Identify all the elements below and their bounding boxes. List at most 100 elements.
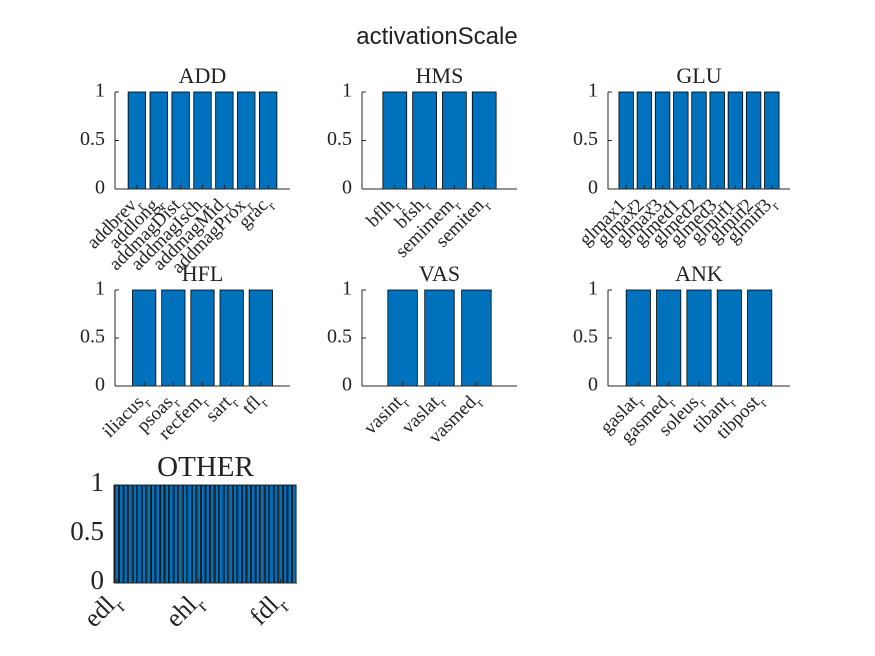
bar bbox=[114, 484, 119, 584]
bar bbox=[164, 484, 170, 584]
bar bbox=[251, 484, 256, 584]
bar bbox=[214, 484, 220, 584]
bar bbox=[150, 484, 156, 584]
bar bbox=[292, 484, 297, 584]
bar bbox=[196, 484, 201, 584]
bar bbox=[228, 484, 233, 584]
y-tick-label: 0 bbox=[588, 374, 598, 396]
y-tick-label: 0.5 bbox=[327, 128, 352, 150]
y-tick-label: 0.5 bbox=[327, 326, 352, 348]
bar bbox=[119, 484, 124, 584]
bar bbox=[201, 484, 206, 584]
bar bbox=[132, 289, 157, 387]
bar bbox=[727, 91, 744, 190]
bar bbox=[171, 91, 190, 190]
bar bbox=[191, 484, 197, 584]
y-tick-label: 0.5 bbox=[573, 128, 598, 150]
y-tick-label: 1 bbox=[91, 467, 105, 497]
bar bbox=[745, 91, 762, 190]
bar bbox=[219, 484, 224, 584]
subplot-title: OTHER bbox=[157, 451, 254, 483]
bar bbox=[169, 484, 174, 584]
bar bbox=[132, 484, 138, 584]
y-tick-label: 0 bbox=[91, 565, 105, 595]
bar bbox=[387, 289, 418, 387]
bar bbox=[215, 91, 234, 190]
bar bbox=[237, 484, 242, 584]
bar bbox=[424, 289, 455, 387]
subplot-title: HFL bbox=[182, 261, 224, 286]
bar bbox=[382, 91, 408, 190]
y-tick-label: 1 bbox=[95, 80, 105, 102]
bar bbox=[223, 484, 229, 584]
bar bbox=[248, 289, 273, 387]
bar bbox=[686, 289, 712, 387]
bar bbox=[127, 91, 147, 190]
bar bbox=[654, 91, 671, 190]
bar bbox=[178, 484, 183, 584]
bar bbox=[161, 289, 186, 387]
bar bbox=[287, 484, 292, 584]
bar bbox=[128, 484, 133, 584]
y-tick-label: 1 bbox=[588, 80, 598, 102]
bar bbox=[618, 91, 634, 190]
bar bbox=[260, 484, 265, 584]
bar bbox=[237, 91, 256, 190]
bar bbox=[258, 91, 278, 190]
bar bbox=[442, 91, 467, 190]
bar bbox=[123, 484, 129, 584]
bar bbox=[625, 289, 651, 387]
y-tick-label: 0 bbox=[95, 374, 105, 396]
y-tick-label: 1 bbox=[342, 80, 352, 102]
bar bbox=[471, 91, 497, 190]
bar bbox=[246, 484, 251, 584]
y-tick-label: 0.5 bbox=[70, 516, 104, 546]
bar bbox=[160, 484, 165, 584]
bar bbox=[210, 484, 215, 584]
bar bbox=[273, 484, 279, 584]
bar bbox=[255, 484, 261, 584]
bar bbox=[264, 484, 270, 584]
bar bbox=[155, 484, 160, 584]
subplot-title: ANK bbox=[675, 261, 723, 286]
y-tick-label: 0 bbox=[342, 177, 352, 199]
bar bbox=[269, 484, 274, 584]
bar bbox=[709, 91, 725, 190]
bar bbox=[278, 484, 283, 584]
y-tick-label: 0 bbox=[95, 177, 105, 199]
y-tick-label: 0.5 bbox=[80, 128, 105, 150]
y-tick-label: 0.5 bbox=[80, 326, 105, 348]
y-tick-label: 0 bbox=[342, 374, 352, 396]
bar bbox=[193, 91, 212, 190]
bar bbox=[241, 484, 247, 584]
bar bbox=[187, 484, 192, 584]
y-tick-label: 0.5 bbox=[573, 326, 598, 348]
bar bbox=[412, 91, 437, 190]
bar bbox=[461, 289, 492, 387]
bar bbox=[141, 484, 147, 584]
bar bbox=[673, 91, 689, 190]
y-tick-label: 1 bbox=[342, 278, 352, 300]
bar bbox=[149, 91, 168, 190]
bar bbox=[205, 484, 210, 584]
bar bbox=[691, 91, 707, 190]
bar bbox=[146, 484, 151, 584]
bar bbox=[173, 484, 179, 584]
subplot-title: VAS bbox=[419, 261, 460, 286]
bar bbox=[747, 289, 773, 387]
bar bbox=[182, 484, 188, 584]
bar bbox=[282, 484, 288, 584]
bar bbox=[764, 91, 780, 190]
subplot-title: HMS bbox=[416, 63, 464, 88]
y-tick-label: 1 bbox=[95, 278, 105, 300]
bar bbox=[716, 289, 742, 387]
bar bbox=[190, 289, 215, 387]
y-tick-label: 0 bbox=[588, 177, 598, 199]
bar bbox=[656, 289, 682, 387]
subplot-title: GLU bbox=[676, 63, 721, 88]
bar bbox=[137, 484, 142, 584]
bar bbox=[232, 484, 238, 584]
subplot-title: ADD bbox=[179, 63, 227, 88]
figure-title: activationScale bbox=[356, 23, 517, 50]
